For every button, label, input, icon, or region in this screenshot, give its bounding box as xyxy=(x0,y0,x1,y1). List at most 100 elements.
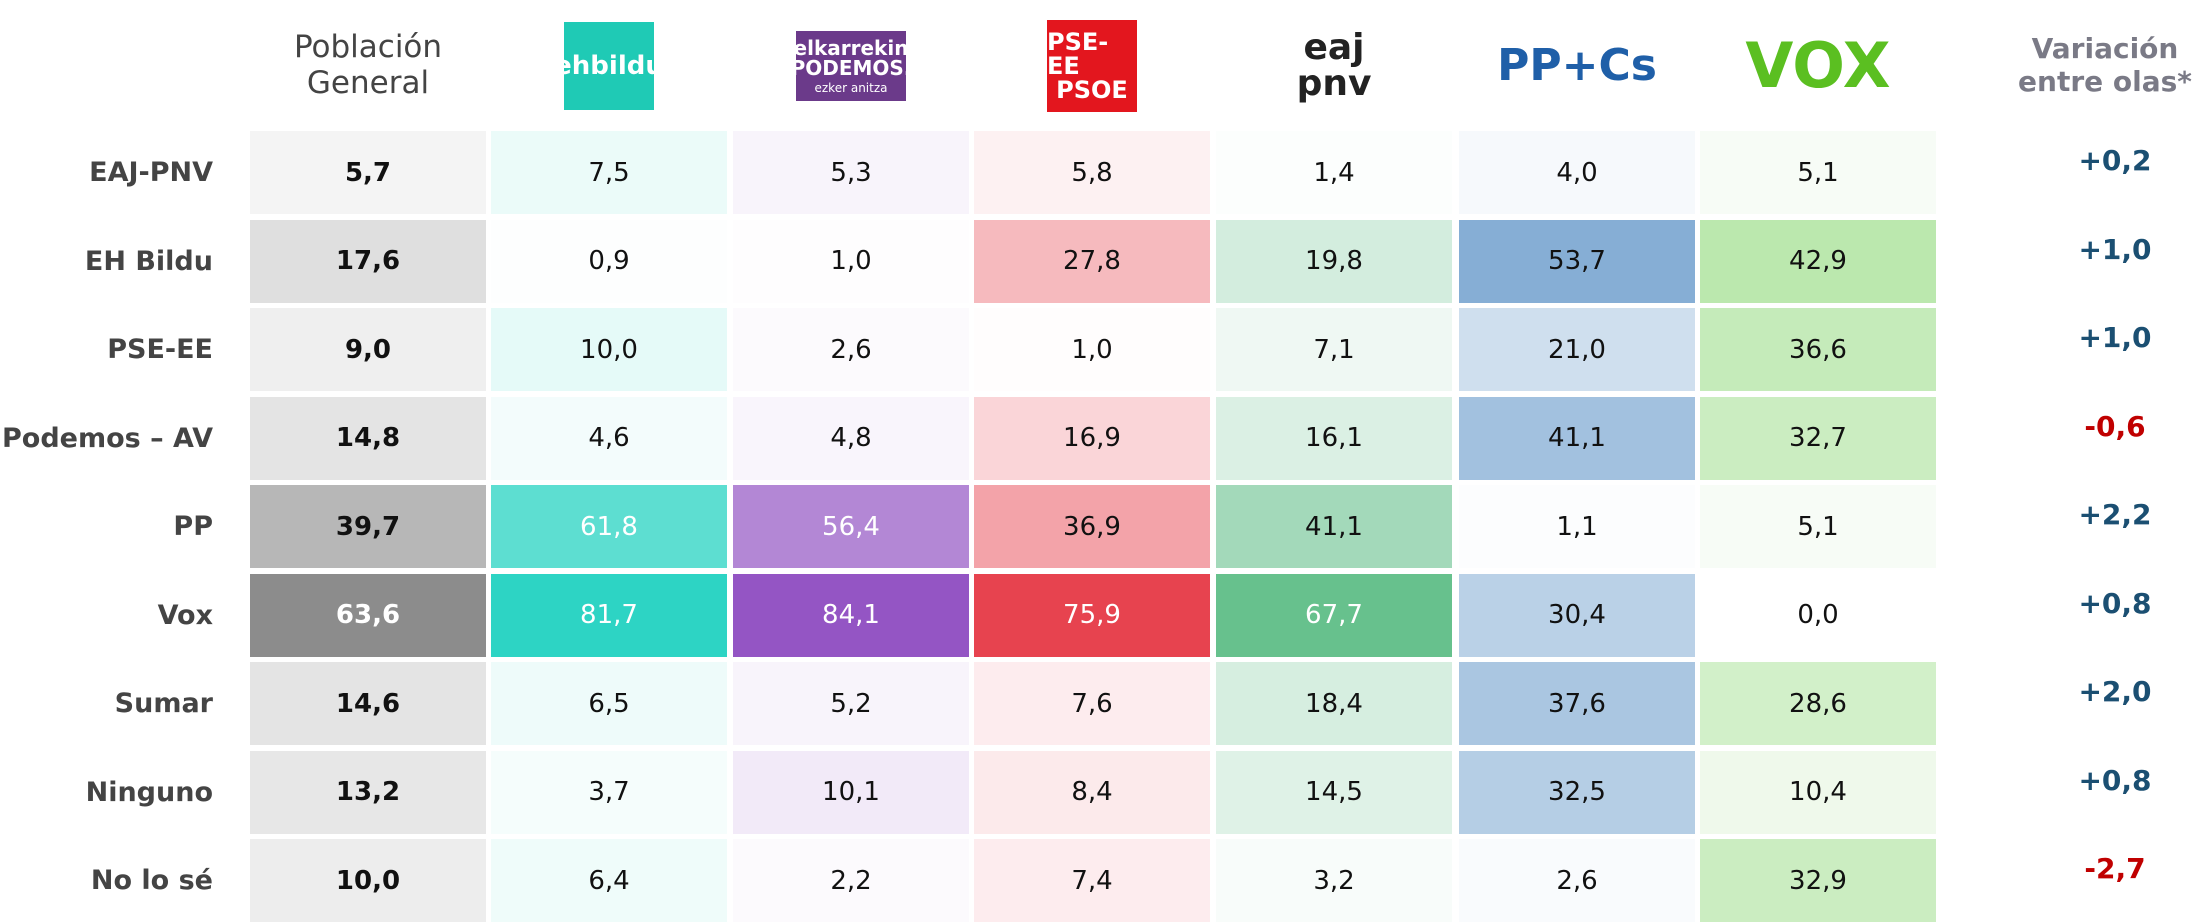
party-logo: eaj pnv xyxy=(1216,12,1452,120)
general-cell: 13,2 xyxy=(250,750,486,834)
row-label: Ninguno xyxy=(85,776,213,808)
heat-cell: 10,4 xyxy=(1700,750,1936,834)
logo-text: VOX xyxy=(1745,29,1891,102)
heat-cell: 14,5 xyxy=(1216,750,1452,834)
logo-badge: elkarrekin PODEMOS. ezker anitza xyxy=(791,31,911,101)
heat-cell: 32,5 xyxy=(1459,750,1695,834)
logo-badge: VOX xyxy=(1745,35,1890,97)
heat-cell: 3,2 xyxy=(1216,839,1452,922)
heat-cell: 67,7 xyxy=(1216,573,1452,657)
header-general: Población General xyxy=(293,29,443,101)
logo-text: pnv xyxy=(1296,63,1372,104)
heat-cell: 5,1 xyxy=(1700,131,1936,214)
heat-cell: 56,4 xyxy=(733,485,969,568)
heat-cell: 0,9 xyxy=(588,246,630,276)
variation: +0,8 xyxy=(2078,763,2152,797)
general-cell: 10,0 xyxy=(250,839,486,922)
heat-cell: 4,6 xyxy=(491,396,727,480)
logo-text: ehbildu xyxy=(554,51,664,81)
heat-cell: 37,6 xyxy=(1459,662,1695,745)
general-cell: 63,6 xyxy=(250,573,486,657)
party-logo: ehbildu xyxy=(491,12,727,120)
variation: +0,8 xyxy=(2078,586,2152,620)
heat-cell: 53,7 xyxy=(1459,219,1695,303)
heat-cell: 18,4 xyxy=(1216,662,1452,745)
heat-cell: 2,6 xyxy=(733,308,969,391)
heat-cell: 1,0 xyxy=(1071,334,1113,365)
logo-text: PP+Cs xyxy=(1497,40,1657,91)
logo-text: eaj xyxy=(1303,27,1365,68)
heat-cell: 16,1 xyxy=(1216,396,1452,480)
heat-cell: 27,8 xyxy=(974,219,1210,303)
heat-cell: 5,1 xyxy=(1700,485,1936,568)
heat-cell: 8,4 xyxy=(974,750,1210,834)
heat-cell: 7,1 xyxy=(1216,308,1452,391)
heat-cell: 4,0 xyxy=(1459,131,1695,214)
heat-cell: 1,1 xyxy=(1556,511,1598,542)
general-cell: 5,7 xyxy=(250,131,486,214)
heat-cell: 4,8 xyxy=(733,396,969,480)
general-cell: 9,0 xyxy=(250,308,486,391)
logo-text: ezker anitza xyxy=(814,81,888,95)
heat-cell: 7,4 xyxy=(974,839,1210,922)
party-logo: elkarrekin PODEMOS. ezker anitza xyxy=(733,12,969,120)
party-logo: PP+Cs xyxy=(1459,12,1695,120)
header-variation: Variación entre olas* xyxy=(2018,32,2192,98)
variation: -2,7 xyxy=(2084,852,2146,885)
heat-cell: 32,9 xyxy=(1700,839,1936,922)
variation: -0,6 xyxy=(2084,409,2146,443)
row-label: No lo sé xyxy=(90,865,213,896)
row-label: Vox xyxy=(157,599,213,631)
heat-cell: 30,4 xyxy=(1459,573,1695,657)
variation: +1,0 xyxy=(2078,232,2152,266)
row-label: PSE-EE xyxy=(107,334,213,365)
logo-badge: PSE-EE PSOE xyxy=(1047,20,1137,112)
heat-cell: 1,4 xyxy=(1313,157,1355,188)
heat-cell: 81,7 xyxy=(491,573,727,657)
heat-cell: 21,0 xyxy=(1459,308,1695,391)
variation: +2,0 xyxy=(2078,675,2152,708)
heat-cell: 16,9 xyxy=(974,396,1210,480)
row-label: PP xyxy=(173,511,213,542)
heat-cell: 3,7 xyxy=(491,750,727,834)
logo-text: elkarrekin xyxy=(793,36,909,60)
logo-text: PODEMOS. xyxy=(790,56,912,80)
logo-text: PSOE xyxy=(1056,76,1128,104)
heat-cell: 75,9 xyxy=(974,573,1210,657)
logo-badge: ehbildu xyxy=(554,22,664,110)
variation: +2,2 xyxy=(2078,498,2152,531)
logo-badge: PP+Cs xyxy=(1497,44,1657,88)
general-cell: 17,6 xyxy=(250,219,486,303)
heat-cell: 7,5 xyxy=(491,131,727,214)
row-label: Podemos – AV xyxy=(2,422,213,454)
heat-cell: 41,1 xyxy=(1459,396,1695,480)
heat-cell: 10,0 xyxy=(491,308,727,391)
heat-cell: 2,6 xyxy=(1459,839,1695,922)
heat-cell: 84,1 xyxy=(733,573,969,657)
heat-cell: 7,6 xyxy=(974,662,1210,745)
heat-cell: 1,0 xyxy=(830,246,872,276)
party-logo: VOX xyxy=(1700,12,1936,120)
heat-cell: 36,9 xyxy=(974,485,1210,568)
row-label: Sumar xyxy=(114,688,213,719)
heat-cell: 0,0 xyxy=(1797,600,1839,630)
general-cell: 14,8 xyxy=(250,396,486,480)
heat-cell: 36,6 xyxy=(1700,308,1936,391)
row-label: EAJ-PNV xyxy=(89,157,213,188)
heat-cell: 41,1 xyxy=(1216,485,1452,568)
variation: +1,0 xyxy=(2078,321,2152,354)
heat-cell: 19,8 xyxy=(1216,219,1452,303)
heat-cell: 5,2 xyxy=(733,662,969,745)
heat-cell: 32,7 xyxy=(1700,396,1936,480)
heat-cell: 6,5 xyxy=(491,662,727,745)
heat-cell: 6,4 xyxy=(491,839,727,922)
general-cell: 14,6 xyxy=(250,662,486,745)
heat-cell: 5,3 xyxy=(733,131,969,214)
row-label: EH Bildu xyxy=(84,245,213,277)
heat-cell: 42,9 xyxy=(1700,219,1936,303)
heat-cell: 28,6 xyxy=(1700,662,1936,745)
logo-text: PSE-EE xyxy=(1047,28,1109,80)
general-cell: 39,7 xyxy=(250,485,486,568)
heat-cell: 61,8 xyxy=(491,485,727,568)
